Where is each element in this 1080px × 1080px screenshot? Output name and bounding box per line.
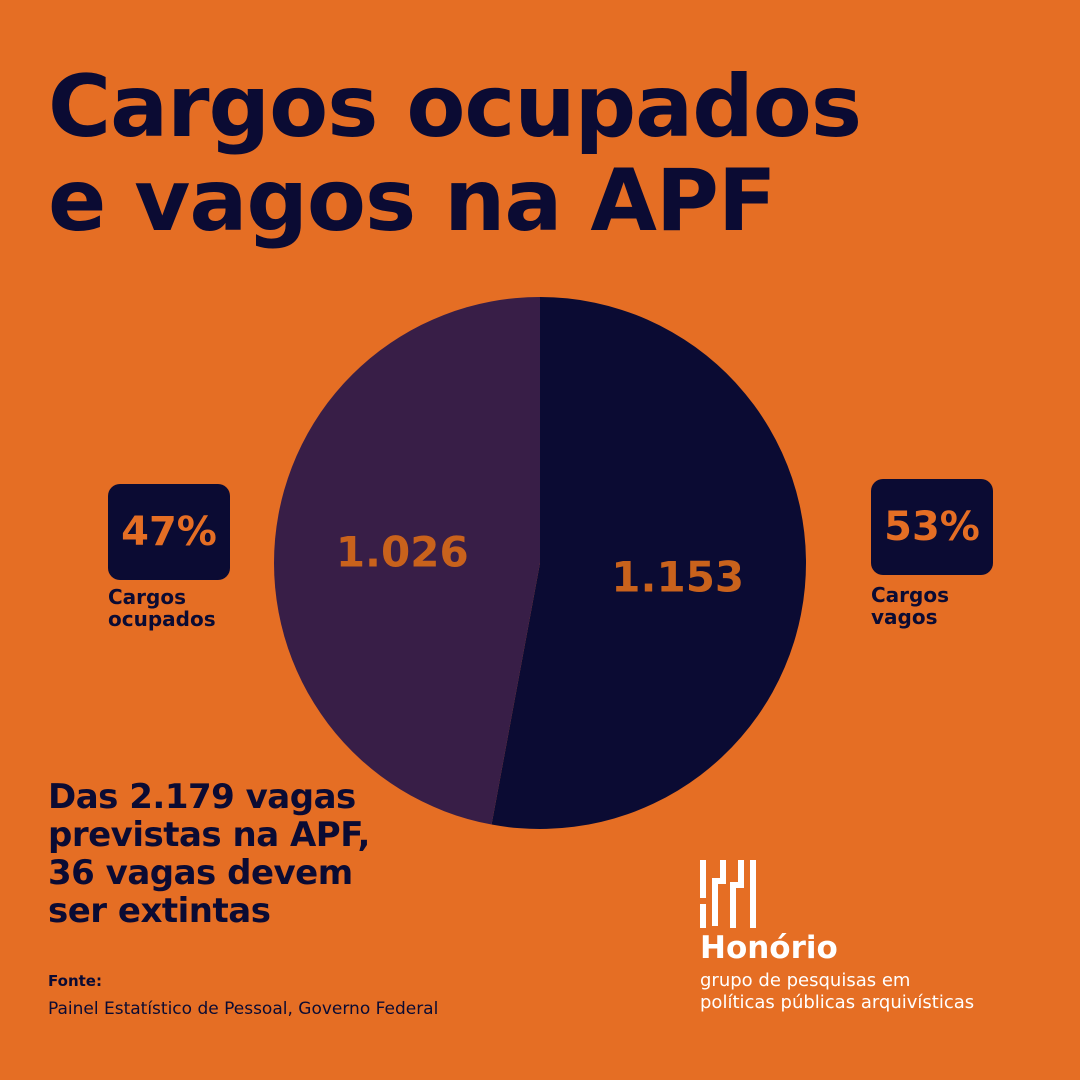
brand-description-line-2: políticas públicas arquivísticas	[700, 992, 975, 1013]
source-label: Fonte:	[48, 972, 102, 990]
chart-title: Cargos ocupados e vagos na APF	[48, 60, 1048, 248]
title-line-2: e vagos na APF	[48, 151, 777, 251]
legend-label-ocupados: Cargos ocupados	[108, 586, 278, 630]
summary-prefix: Das	[48, 777, 130, 817]
brand-name: Honório	[700, 930, 838, 966]
pie-value-label-ocupados: 1.026	[336, 527, 469, 576]
summary-line-4: ser extintas	[48, 891, 271, 931]
legend-label-ocupados-line-1: Cargos	[108, 585, 186, 609]
pie-value-label-vagos: 1.153	[611, 553, 744, 602]
pie-slice-ocupados	[274, 297, 540, 825]
summary-suffix: vagas	[234, 777, 357, 817]
legend-label-vagos: Cargos vagos	[871, 584, 1041, 628]
brand-description: grupo de pesquisas em políticas públicas…	[700, 970, 1070, 1014]
title-line-1: Cargos ocupados	[48, 57, 862, 157]
summary-text: Das 2.179 vagas previstas na APF, 36 vag…	[48, 778, 408, 930]
summary-line-1: Das 2.179 vagas	[48, 778, 408, 816]
summary-line-2: previstas na APF,	[48, 815, 370, 855]
summary-total-vagas: 2.179	[129, 777, 235, 817]
honorio-h-logo-icon	[700, 860, 756, 928]
brand-description-line-1: grupo de pesquisas em	[700, 970, 911, 991]
summary-line-3: 36 vagas devem	[48, 853, 353, 893]
legend-label-vagos-line-1: Cargos	[871, 583, 949, 607]
legend-label-vagos-line-2: vagos	[871, 605, 938, 629]
percent-badge-ocupados: 47%	[108, 484, 230, 580]
legend-label-ocupados-line-2: ocupados	[108, 607, 216, 631]
percent-badge-vagos: 53%	[871, 479, 993, 575]
source-text: Painel Estatístico de Pessoal, Governo F…	[48, 999, 439, 1019]
pie-slice-vagos	[491, 297, 807, 829]
